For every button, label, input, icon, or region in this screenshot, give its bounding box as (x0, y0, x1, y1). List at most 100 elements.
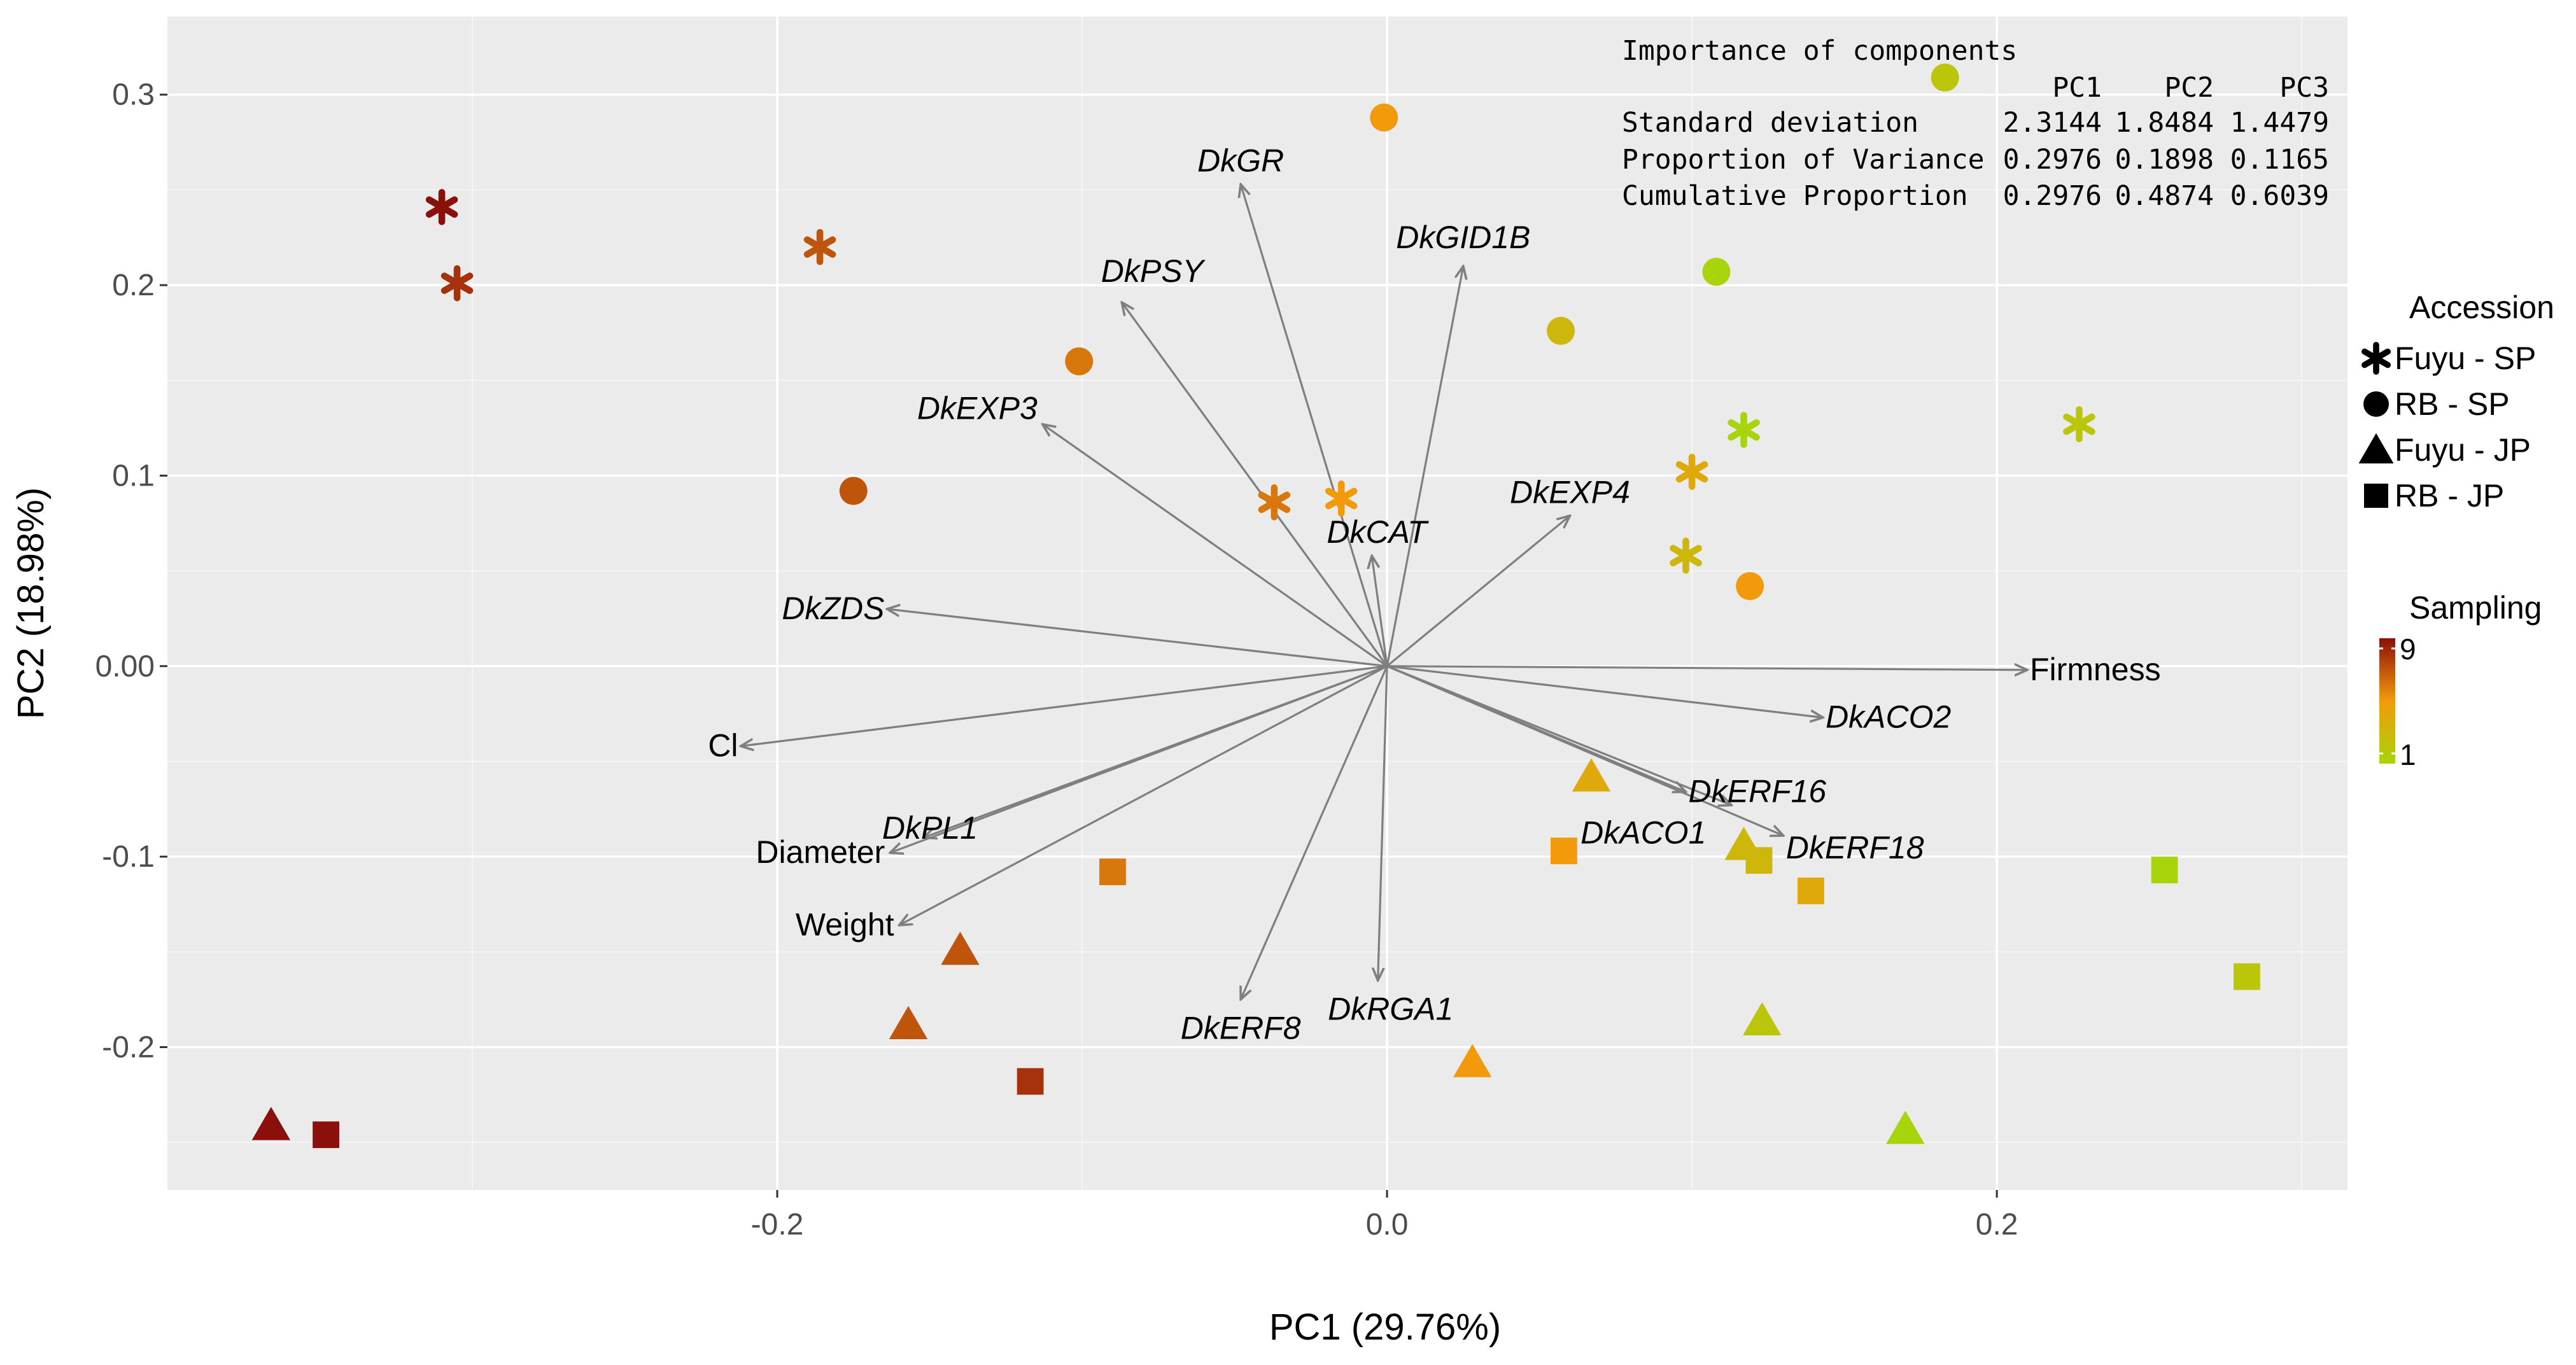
point-asterisk (440, 265, 474, 302)
loading-label: Weight (796, 907, 894, 942)
importance-col-header: PC3 (2279, 72, 2329, 104)
loading-label: DkPSY (1101, 253, 1206, 289)
point-triangle (251, 1107, 291, 1140)
axes: -0.2 0.0 0.2 -0.2 -0.1 0.00 0.1 0.2 0.3 (95, 78, 2018, 1242)
point-square (2151, 857, 2178, 883)
legend-label-rb-sp: RB - SP (2395, 386, 2510, 422)
loading-label: DkERF16 (1689, 773, 1827, 809)
grid-lines (167, 17, 2347, 1190)
loading-label: DkZDS (782, 591, 884, 626)
loading-arrow (1387, 666, 2027, 670)
loading-label: DkGID1B (1396, 220, 1530, 255)
sampling-legend-title: Sampling (2409, 590, 2542, 626)
loading-arrow (887, 609, 1388, 668)
importance-cell: 1.8484 (2115, 107, 2214, 139)
point-asterisk (1258, 484, 1291, 521)
point-triangle (889, 1005, 928, 1039)
point-square (1017, 1068, 1044, 1095)
y-tick-label: -0.1 (102, 840, 155, 874)
point-circle (839, 477, 868, 505)
y-tick-label: 0.3 (112, 78, 155, 112)
importance-row-label: Standard deviation (1622, 107, 1918, 139)
point-triangle (1572, 758, 1611, 792)
loading-label: DkGR (1197, 143, 1284, 178)
point-asterisk (1325, 480, 1358, 517)
point-square (1798, 878, 1824, 904)
y-tick-label: 0.00 (95, 650, 155, 683)
loading-arrow (1241, 184, 1388, 667)
loading-label: DkRGA1 (1328, 991, 1453, 1027)
loading-label: DkEXP3 (917, 391, 1038, 426)
loading-arrow (741, 665, 1388, 746)
importance-row-label: Proportion of Variance (1622, 144, 1985, 176)
loading-label: DkACO2 (1826, 699, 1951, 735)
point-square (2234, 963, 2260, 990)
loading-arrow (1378, 666, 1388, 981)
importance-cell: 0.2976 (2003, 180, 2102, 212)
plot-panel (167, 17, 2347, 1190)
point-triangle (941, 931, 980, 965)
loading-label: DkCAT (1327, 514, 1429, 550)
importance-cell: 1.4479 (2230, 107, 2329, 139)
legend-label-fuyu-jp: Fuyu - JP (2395, 432, 2531, 468)
loading-label: DkEXP4 (1510, 474, 1630, 510)
point-asterisk (803, 228, 836, 265)
point-asterisk (425, 188, 458, 225)
x-tick-label: 0.0 (1366, 1208, 1409, 1242)
legend-key-square (2364, 484, 2388, 508)
point-circle (1065, 347, 1094, 375)
accession-legend-title: Accession (2409, 290, 2554, 325)
loading-arrow (1386, 665, 1731, 806)
point-square (1745, 847, 1773, 874)
loading-arrow (1372, 556, 1388, 667)
importance-cell: 0.1898 (2115, 144, 2214, 176)
x-tick-label: 0.2 (1976, 1208, 2018, 1242)
loading-arrows (741, 184, 2027, 999)
x-axis-title: PC1 (29.76%) (1269, 1306, 1501, 1348)
importance-row-label: Cumulative Proportion (1622, 180, 1968, 212)
point-triangle (1886, 1110, 1925, 1144)
loading-arrow (1386, 665, 1784, 836)
loading-arrow (1241, 666, 1388, 1000)
importance-col-header: PC2 (2164, 72, 2214, 104)
legend-key-asterisk (2361, 342, 2391, 375)
loading-label: DkPL1 (882, 810, 978, 846)
point-circle (1370, 103, 1398, 132)
accession-legend: Accession Fuyu - SP RB - SP Fuyu - JP RB… (2358, 290, 2554, 514)
importance-cell: 0.1165 (2230, 144, 2329, 176)
legend-label-rb-jp: RB - JP (2395, 478, 2504, 514)
accession-legend-keys (2358, 342, 2394, 508)
loading-label: DkERF8 (1181, 1011, 1301, 1046)
importance-cell: 0.2976 (2003, 144, 2102, 176)
y-tick-label: -0.2 (102, 1030, 155, 1064)
loading-labels: DkGR DkGID1B DkPSY DkEXP3 DkEXP4 DkCAT DkZDS Fi… (708, 143, 2160, 1046)
point-circle (1736, 572, 1764, 601)
loading-arrow (899, 665, 1388, 925)
x-tick-label: -0.2 (751, 1208, 804, 1242)
loading-label: Diameter (756, 834, 885, 870)
point-square (1551, 837, 1577, 865)
loading-arrow (1122, 302, 1388, 667)
loading-arrow (1043, 424, 1388, 668)
point-asterisk (2063, 406, 2095, 442)
importance-table: Importance of components PC1 PC2 PC3 Sta… (1622, 35, 2329, 212)
loading-arrow (890, 665, 1388, 853)
point-circle (1702, 258, 1731, 286)
importance-cell: 2.3144 (2003, 107, 2102, 139)
loading-label: Cl (708, 728, 738, 764)
importance-col-header: PC1 (2052, 72, 2102, 104)
sampling-colorbar (2379, 638, 2395, 764)
importance-cell: 0.4874 (2115, 180, 2214, 212)
loading-arrow (1386, 515, 1570, 668)
loading-arrow (1386, 665, 1823, 718)
y-tick-label: 0.1 (112, 459, 155, 493)
point-asterisk (1670, 537, 1702, 574)
point-square (1099, 858, 1126, 885)
point-circle (1931, 63, 1959, 92)
loading-label: Firmness (2030, 652, 2161, 687)
legend-key-triangle (2358, 433, 2394, 464)
sampling-legend: Sampling 9 1 (2379, 590, 2542, 771)
data-points (251, 63, 2260, 1149)
sampling-max-label: 9 (2400, 633, 2416, 666)
loading-label: DkERF18 (1786, 830, 1924, 865)
